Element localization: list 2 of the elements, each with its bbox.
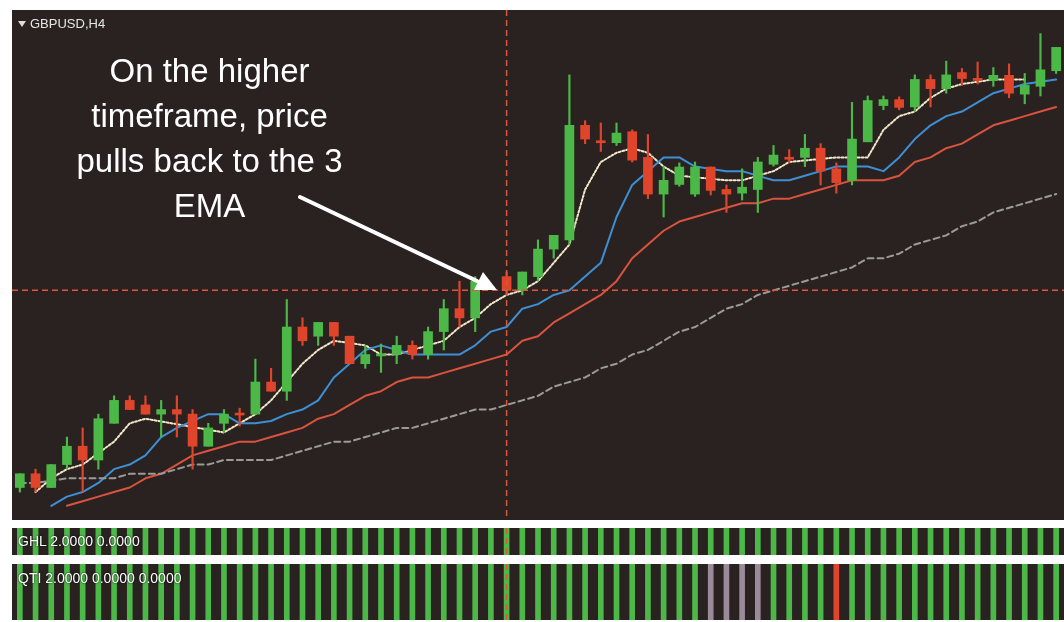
chart-title: GBPUSD,H4 <box>30 16 106 31</box>
annotation: On the higher timeframe, price pulls back to the 3 EMA <box>75 51 344 226</box>
